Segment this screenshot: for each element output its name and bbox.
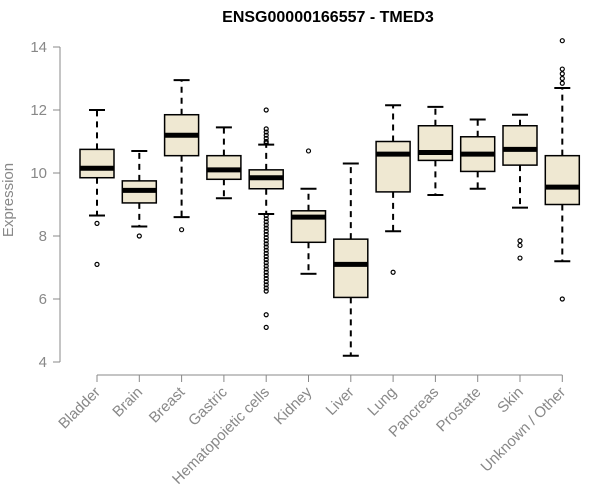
- outlier-point: [559, 66, 565, 72]
- outlier-point: [263, 219, 269, 225]
- outlier-point: [263, 212, 269, 219]
- outlier-point: [263, 269, 269, 275]
- chart-title: ENSG00000166557 - TMED3: [222, 9, 434, 26]
- outlier-point: [517, 238, 523, 244]
- box: [502, 125, 538, 166]
- outlier-point: [263, 135, 269, 141]
- box-group: [248, 107, 284, 330]
- y-tick-label: 12: [30, 102, 47, 119]
- box-group: [79, 109, 115, 267]
- outlier-point: [559, 80, 565, 86]
- outlier-point: [263, 282, 269, 288]
- outlier-point: [263, 129, 269, 135]
- outlier-point: [559, 38, 565, 44]
- x-tick-label: Liver: [323, 384, 358, 419]
- x-tick-label: Skin: [494, 384, 527, 417]
- outlier-point: [263, 225, 269, 231]
- box: [333, 238, 369, 299]
- x-tick-label: Brain: [109, 384, 146, 421]
- box: [544, 154, 581, 206]
- outlier-point: [263, 272, 269, 278]
- box-group: [417, 105, 454, 197]
- box-group: [459, 118, 496, 190]
- x-tick-label: Prostate: [433, 384, 485, 436]
- y-tick-label: 8: [39, 228, 47, 245]
- outlier-point: [559, 296, 565, 302]
- outlier-point: [559, 75, 565, 82]
- outlier-point: [263, 228, 269, 234]
- box: [79, 148, 115, 179]
- outlier-point: [263, 312, 269, 318]
- box: [375, 140, 411, 193]
- outlier-point: [263, 253, 269, 260]
- outlier-point: [263, 263, 269, 269]
- outlier-point: [263, 107, 269, 113]
- outlier-point: [263, 140, 269, 146]
- y-tick-label: 4: [39, 354, 47, 371]
- box-group: [121, 149, 158, 239]
- outlier-point: [263, 244, 269, 250]
- outlier-point: [263, 260, 269, 266]
- outlier-point: [559, 71, 565, 77]
- x-tick-label: Lung: [364, 384, 400, 420]
- outlier-point: [263, 234, 269, 241]
- box-group: [290, 148, 327, 275]
- box: [417, 125, 454, 162]
- outlier-point: [517, 255, 523, 261]
- box-group: [502, 113, 538, 261]
- outlier-point: [263, 250, 269, 256]
- outlier-point: [263, 231, 269, 238]
- outlier-point: [94, 220, 100, 226]
- outlier-point: [517, 242, 523, 249]
- outlier-point: [263, 257, 269, 263]
- outlier-point: [263, 324, 269, 330]
- outlier-point: [305, 148, 312, 154]
- x-tick-label: Breast: [146, 383, 189, 426]
- box-group: [375, 104, 411, 275]
- outlier-point: [263, 279, 269, 285]
- outlier-point: [263, 266, 269, 272]
- outlier-point: [179, 227, 185, 233]
- outlier-point: [263, 132, 269, 138]
- outlier-point: [263, 238, 269, 244]
- box-group: [333, 162, 369, 357]
- y-axis-label: Expression: [0, 163, 17, 237]
- outlier-point: [263, 288, 269, 294]
- outlier-point: [263, 126, 269, 132]
- x-tick-label: Bladder: [55, 384, 104, 433]
- outlier-point: [263, 222, 269, 228]
- outlier-point: [390, 269, 396, 275]
- outlier-point: [263, 275, 269, 282]
- boxes: [79, 38, 581, 357]
- x-tick-label: Kidney: [271, 383, 316, 428]
- box-group: [206, 126, 242, 200]
- outlier-point: [263, 241, 269, 247]
- box-group: [163, 79, 200, 233]
- y-tick-label: 10: [30, 165, 47, 182]
- box-group: [544, 38, 581, 302]
- y-tick-label: 14: [30, 39, 47, 56]
- outlier-point: [94, 261, 100, 267]
- y-tick-label: 6: [39, 291, 47, 308]
- outlier-point: [136, 233, 142, 239]
- outlier-point: [263, 285, 269, 291]
- outlier-point: [263, 216, 269, 222]
- outlier-point: [263, 247, 269, 253]
